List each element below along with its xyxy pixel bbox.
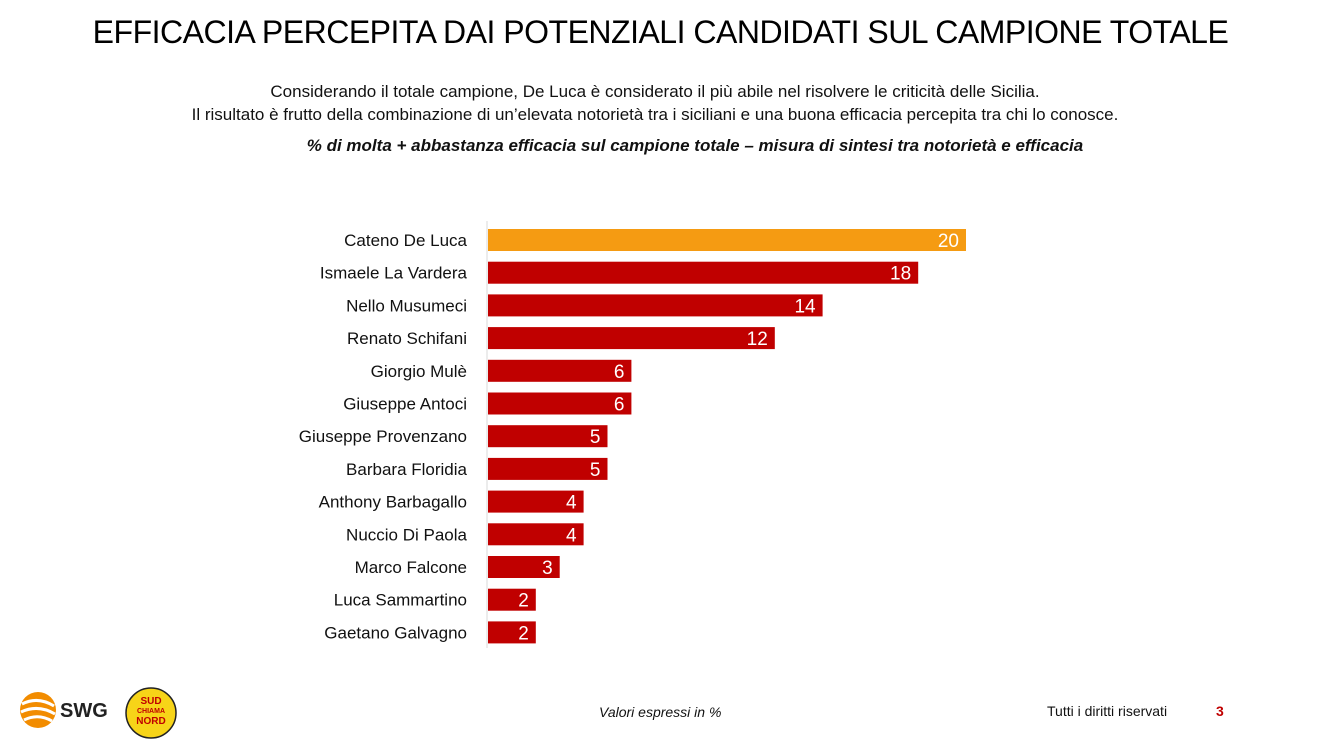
bar xyxy=(488,392,632,415)
category-label: Giorgio Mulè xyxy=(371,362,467,381)
subtitle-line-1: Considerando il totale campione, De Luca… xyxy=(270,82,1040,101)
bar xyxy=(488,229,966,251)
category-label: Nello Musumeci xyxy=(346,296,467,315)
bar xyxy=(488,294,823,317)
sud-logo-line-2: CHIAMA xyxy=(137,708,165,715)
data-label: 18 xyxy=(890,264,911,285)
data-label: 20 xyxy=(938,231,959,252)
bar xyxy=(488,457,608,480)
bar xyxy=(488,425,608,448)
bar xyxy=(488,490,584,513)
data-label: 6 xyxy=(614,395,625,416)
values-note: Valori espressi in % xyxy=(599,704,722,720)
bar xyxy=(488,261,919,284)
sud-logo-line-1: SUD xyxy=(140,696,162,707)
category-label: Giuseppe Provenzano xyxy=(299,427,467,446)
category-label: Luca Sammartino xyxy=(334,591,467,610)
bar xyxy=(488,327,775,350)
data-label: 14 xyxy=(794,296,816,317)
data-label: 4 xyxy=(566,525,577,546)
category-label: Renato Schifani xyxy=(347,329,467,348)
category-label: Barbara Floridia xyxy=(346,460,467,479)
category-label: Gaetano Galvagno xyxy=(324,623,467,642)
data-label: 2 xyxy=(518,591,529,612)
sud-logo-line-3: NORD xyxy=(136,716,166,727)
data-label: 3 xyxy=(542,558,553,579)
data-label: 5 xyxy=(590,427,601,448)
category-label: Giuseppe Antoci xyxy=(343,395,467,414)
category-label: Nuccio Di Paola xyxy=(346,525,467,544)
measure-note: % di molta + abbastanza efficacia sul ca… xyxy=(306,136,1084,155)
category-label: Anthony Barbagallo xyxy=(319,493,467,512)
category-label: Marco Falcone xyxy=(355,558,467,577)
bar xyxy=(488,588,536,611)
bar xyxy=(488,359,632,382)
rights-notice: Tutti i diritti riservati xyxy=(1047,703,1168,719)
data-label: 6 xyxy=(614,362,625,383)
page-title: EFFICACIA PERCEPITA DAI POTENZIALI CANDI… xyxy=(92,14,1229,50)
data-label: 5 xyxy=(590,460,601,481)
subtitle-line-2: Il risultato è frutto della combinazione… xyxy=(191,105,1119,124)
category-label: Ismaele La Vardera xyxy=(320,264,468,283)
bar xyxy=(488,523,584,546)
data-label: 4 xyxy=(566,493,577,514)
data-label: 12 xyxy=(747,329,768,350)
bar xyxy=(488,621,536,644)
swg-logo-icon xyxy=(20,692,56,728)
data-label: 2 xyxy=(518,623,529,644)
swg-logo-text: SWG xyxy=(60,700,108,722)
sud-chiama-nord-logo-text: SUD CHIAMA NORD xyxy=(126,697,176,727)
sud-chiama-nord-logo-icon xyxy=(125,687,177,739)
category-label: Cateno De Luca xyxy=(344,231,467,250)
page-number: 3 xyxy=(1216,703,1224,719)
bar xyxy=(488,556,560,578)
